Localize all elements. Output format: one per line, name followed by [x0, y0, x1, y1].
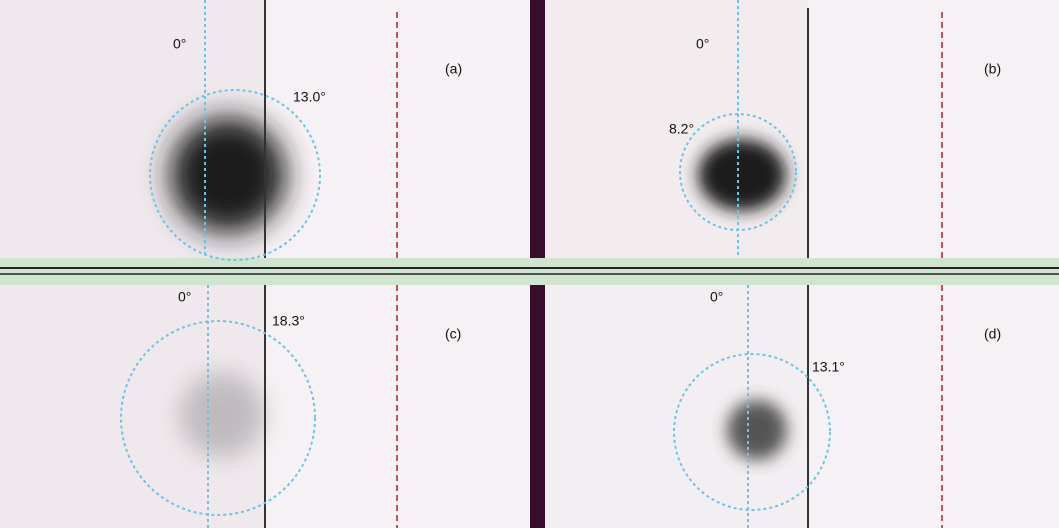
horizontal-band: [0, 258, 1059, 285]
panel-label: (a): [445, 61, 462, 77]
angle-label: 13.1°: [812, 359, 845, 375]
spot: [698, 139, 786, 211]
panel-label: (c): [445, 326, 461, 342]
spot: [180, 373, 264, 457]
panel-label: (b): [984, 61, 1001, 77]
zero-label: 0°: [696, 36, 709, 52]
angle-label: 13.0°: [293, 89, 326, 105]
vertical-bar: [530, 285, 545, 528]
vertical-bar: [530, 0, 545, 258]
figure: 0° 13.0° (a) 0° 8.2° (b) 0° 18.3° (c) 0°…: [0, 0, 1059, 528]
spot: [727, 400, 787, 460]
panel-label: (d): [984, 326, 1001, 342]
zero-label: 0°: [173, 36, 186, 52]
zero-label: 0°: [710, 289, 723, 305]
angle-label: 8.2°: [669, 121, 694, 137]
zero-label: 0°: [178, 289, 191, 305]
spot: [170, 117, 286, 233]
angle-label: 18.3°: [272, 313, 305, 329]
